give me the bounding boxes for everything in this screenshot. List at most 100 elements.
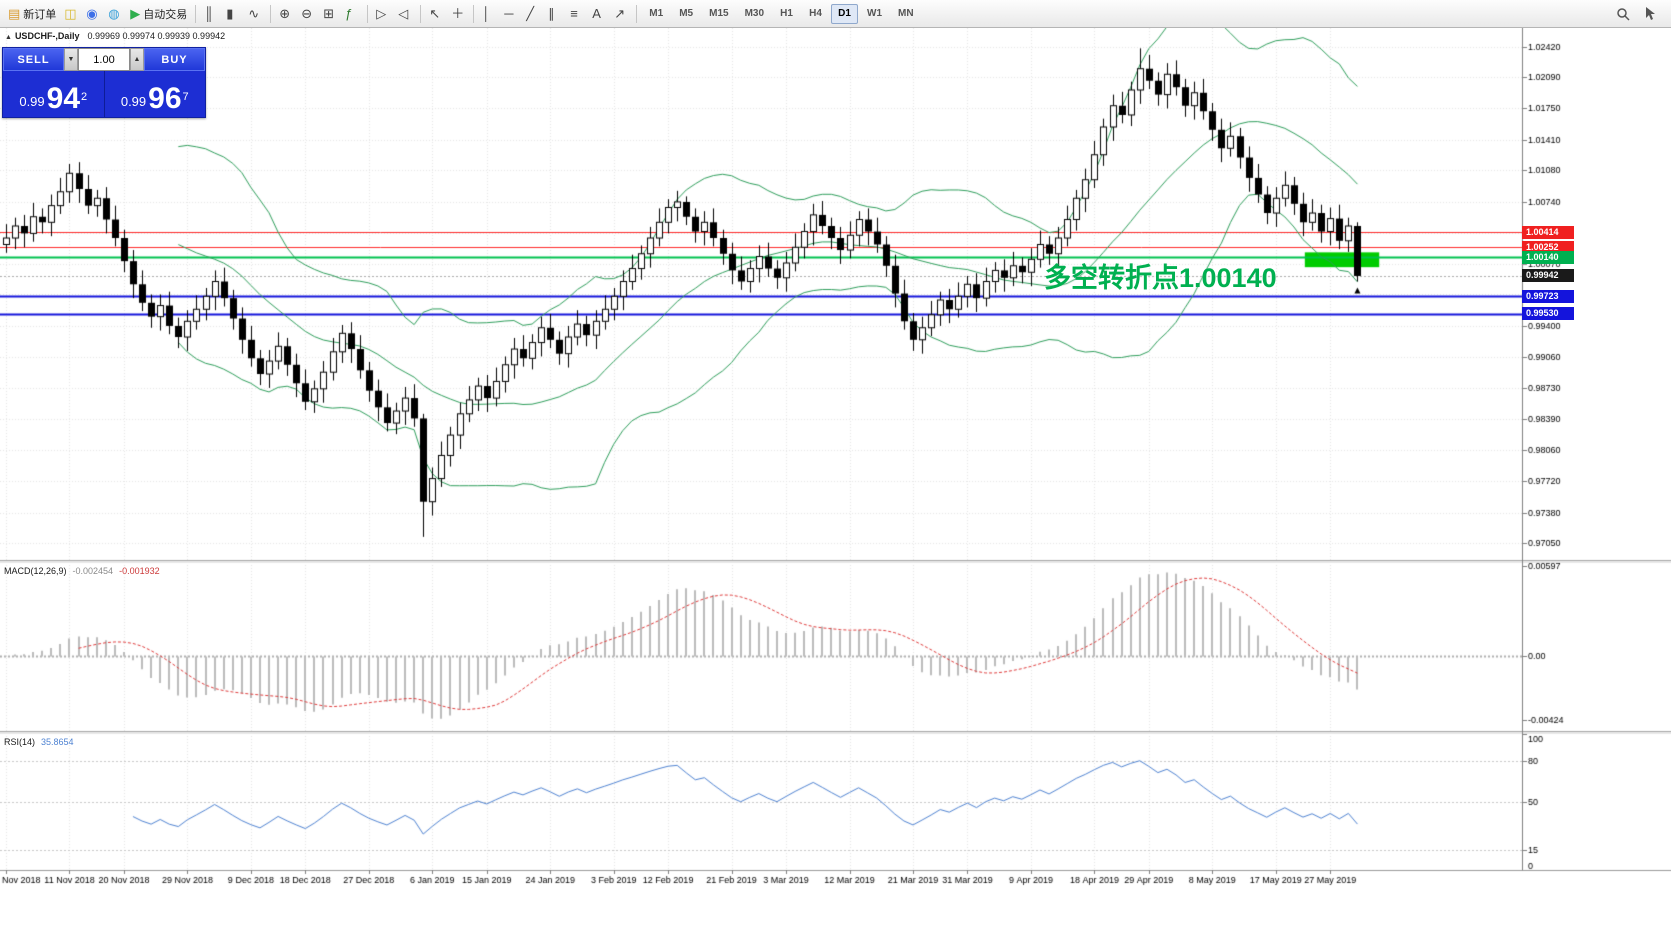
- grid-button[interactable]: ⊞: [319, 3, 341, 25]
- buy-price-big: 96: [148, 82, 182, 115]
- bar-chart-mode-button[interactable]: ║: [200, 3, 222, 25]
- macd-title: MACD(12,26,9): [4, 566, 67, 576]
- chart-windows-button[interactable]: ◫: [60, 3, 82, 25]
- toolbar-separator: [420, 4, 422, 23]
- candlestick-mode-button[interactable]: ▮: [222, 3, 244, 25]
- chart-shift-icon: ◁: [398, 6, 409, 21]
- toolbar-separator: [636, 4, 638, 23]
- price-tag-support-1: 0.99723: [1522, 289, 1574, 303]
- new-order-button[interactable]: ▤ 新订单: [4, 3, 60, 25]
- volume-increase-button[interactable]: ▲: [130, 48, 144, 71]
- profiles-button[interactable]: ◉: [82, 3, 104, 25]
- zoom-in-icon: ⊕: [279, 6, 291, 21]
- toolbar-separator: [195, 4, 197, 23]
- channel-tool-button[interactable]: ∥: [544, 3, 566, 25]
- candlestick-mode-icon: ▮: [226, 6, 234, 21]
- price-tag-resistance-1: 1.00414: [1522, 225, 1574, 239]
- collapse-arrow-icon[interactable]: ▲: [5, 34, 12, 41]
- arrows-tool-button[interactable]: ↗: [610, 3, 632, 25]
- auto-trading-button[interactable]: ▶ 自动交易: [126, 3, 191, 25]
- chart-window: ▲ USDCHF-,Daily 0.99969 0.99974 0.99939 0.…: [0, 28, 1671, 951]
- volume-input[interactable]: [78, 48, 130, 71]
- zoom-in-button[interactable]: ⊕: [275, 3, 297, 25]
- horizontal-line-tool-button[interactable]: ─: [500, 3, 522, 25]
- sell-price[interactable]: 0.99 94 2: [3, 71, 104, 117]
- price-tag-resistance-2: 1.00252: [1522, 240, 1574, 254]
- fibonacci-tool-button[interactable]: ≡: [566, 3, 588, 25]
- timeframe-group: M1 M5 M15 M30 H1 H4 D1 W1 MN: [641, 3, 921, 24]
- buy-price[interactable]: 0.99 96 7: [105, 71, 206, 117]
- buy-button[interactable]: BUY: [144, 48, 205, 71]
- data-window-button[interactable]: ◍: [104, 3, 126, 25]
- sell-price-prefix: 0.99: [19, 94, 45, 109]
- vertical-line-tool-button[interactable]: │: [478, 3, 500, 25]
- chart-title: ▲ USDCHF-,Daily 0.99969 0.99974 0.99939 0.…: [5, 31, 225, 41]
- macd-main-value: -0.002454: [72, 566, 114, 576]
- search-icon[interactable]: [1613, 4, 1633, 24]
- sell-price-big: 94: [46, 82, 81, 115]
- chart-shift-button[interactable]: ◁: [394, 3, 416, 25]
- auto-trading-label: 自动交易: [143, 8, 188, 21]
- auto-scroll-button[interactable]: ▷: [372, 3, 394, 25]
- toolbar-buttons-group: ▤ 新订单 ◫ ◉ ◍ ▶ 自动交易 ║ ▮ ∿ ⊕ ⊖ ⊞ ƒ ▷ ◁ ↖ ＋ │ ─ ╱ ∥ ≡ A ↗: [4, 3, 641, 25]
- chart-canvas[interactable]: [0, 28, 1671, 951]
- toolbar-separator: [367, 4, 369, 23]
- channel-tool-icon: ∥: [548, 6, 555, 21]
- timeframe-button-w1[interactable]: W1: [860, 4, 889, 24]
- line-chart-mode-button[interactable]: ∿: [244, 3, 266, 25]
- grid-icon: ⊞: [323, 6, 335, 21]
- timeframe-button-m15[interactable]: M15: [702, 4, 735, 24]
- one-click-trading-panel: SELL ▼ ▲ BUY 0.99 94 2 0.99 96 7: [2, 47, 206, 118]
- sell-button[interactable]: SELL: [3, 48, 64, 71]
- rsi-title: RSI(14): [4, 737, 36, 747]
- profiles-icon: ◉: [86, 6, 98, 21]
- vertical-line-tool-icon: │: [482, 6, 491, 21]
- price-tag-pivot: 1.00140: [1522, 250, 1574, 264]
- ohlc-values: 0.99969 0.99974 0.99939 0.99942: [87, 31, 226, 41]
- zoom-out-button[interactable]: ⊖: [297, 3, 319, 25]
- sell-price-sup: 2: [81, 91, 88, 103]
- toolbar-separator: [473, 4, 475, 23]
- text-tool-button[interactable]: A: [588, 3, 610, 25]
- crosshair-mode-button[interactable]: ＋: [447, 3, 469, 25]
- price-tag-support-2: 0.99530: [1522, 307, 1574, 321]
- buy-price-sup: 7: [182, 91, 189, 103]
- timeframe-button-m5[interactable]: M5: [672, 4, 700, 24]
- toolbar-right-group: [1613, 4, 1667, 24]
- auto-scroll-icon: ▷: [376, 6, 387, 21]
- rsi-pane-header: RSI(14) 35.8654: [4, 737, 74, 747]
- volume-decrease-button[interactable]: ▼: [64, 48, 78, 71]
- trendline-tool-button[interactable]: ╱: [522, 3, 544, 25]
- cursor-mode-icon: ↖: [429, 6, 441, 21]
- buy-price-prefix: 0.99: [120, 94, 147, 109]
- timeframe-button-h4[interactable]: H4: [802, 4, 829, 24]
- indicators-button[interactable]: ƒ: [341, 3, 363, 25]
- trade-panel-divider: [103, 71, 105, 117]
- horizontal-line-tool-icon: ─: [504, 6, 514, 21]
- timeframe-button-mn[interactable]: MN: [891, 4, 921, 24]
- indicators-icon: ƒ: [345, 6, 353, 21]
- fibonacci-tool-icon: ≡: [570, 6, 578, 21]
- line-chart-mode-icon: ∿: [248, 6, 260, 21]
- bar-chart-mode-icon: ║: [204, 6, 214, 21]
- timeframe-button-m1[interactable]: M1: [642, 4, 670, 24]
- new-order-icon: ▤: [8, 6, 21, 21]
- chart-annotation: 多空转折点1.00140: [1044, 263, 1277, 293]
- crosshair-mode-icon: ＋: [451, 6, 465, 21]
- timeframe-button-m30[interactable]: M30: [738, 4, 771, 24]
- rsi-value: 35.8654: [41, 737, 74, 747]
- data-window-icon: ◍: [108, 6, 120, 21]
- toolbar: ▤ 新订单 ◫ ◉ ◍ ▶ 自动交易 ║ ▮ ∿ ⊕ ⊖ ⊞ ƒ ▷ ◁ ↖ ＋ │ ─ ╱ ∥ ≡ A ↗ M1 M5 M15 M3…: [0, 0, 1671, 28]
- chart-windows-icon: ◫: [64, 6, 77, 21]
- macd-signal-value: -0.001932: [119, 566, 160, 576]
- arrows-tool-icon: ↗: [614, 6, 626, 21]
- cursor-mode-button[interactable]: ↖: [425, 3, 447, 25]
- cursor-pointer-icon[interactable]: [1641, 4, 1661, 24]
- timeframe-button-d1[interactable]: D1: [831, 3, 859, 24]
- macd-pane-header: MACD(12,26,9) -0.002454 -0.001932: [4, 566, 160, 576]
- price-tag-current-price: 0.99942: [1522, 269, 1574, 283]
- timeframe-button-h1[interactable]: H1: [773, 4, 800, 24]
- new-order-label: 新订单: [23, 8, 57, 21]
- auto-trading-icon: ▶: [130, 6, 141, 21]
